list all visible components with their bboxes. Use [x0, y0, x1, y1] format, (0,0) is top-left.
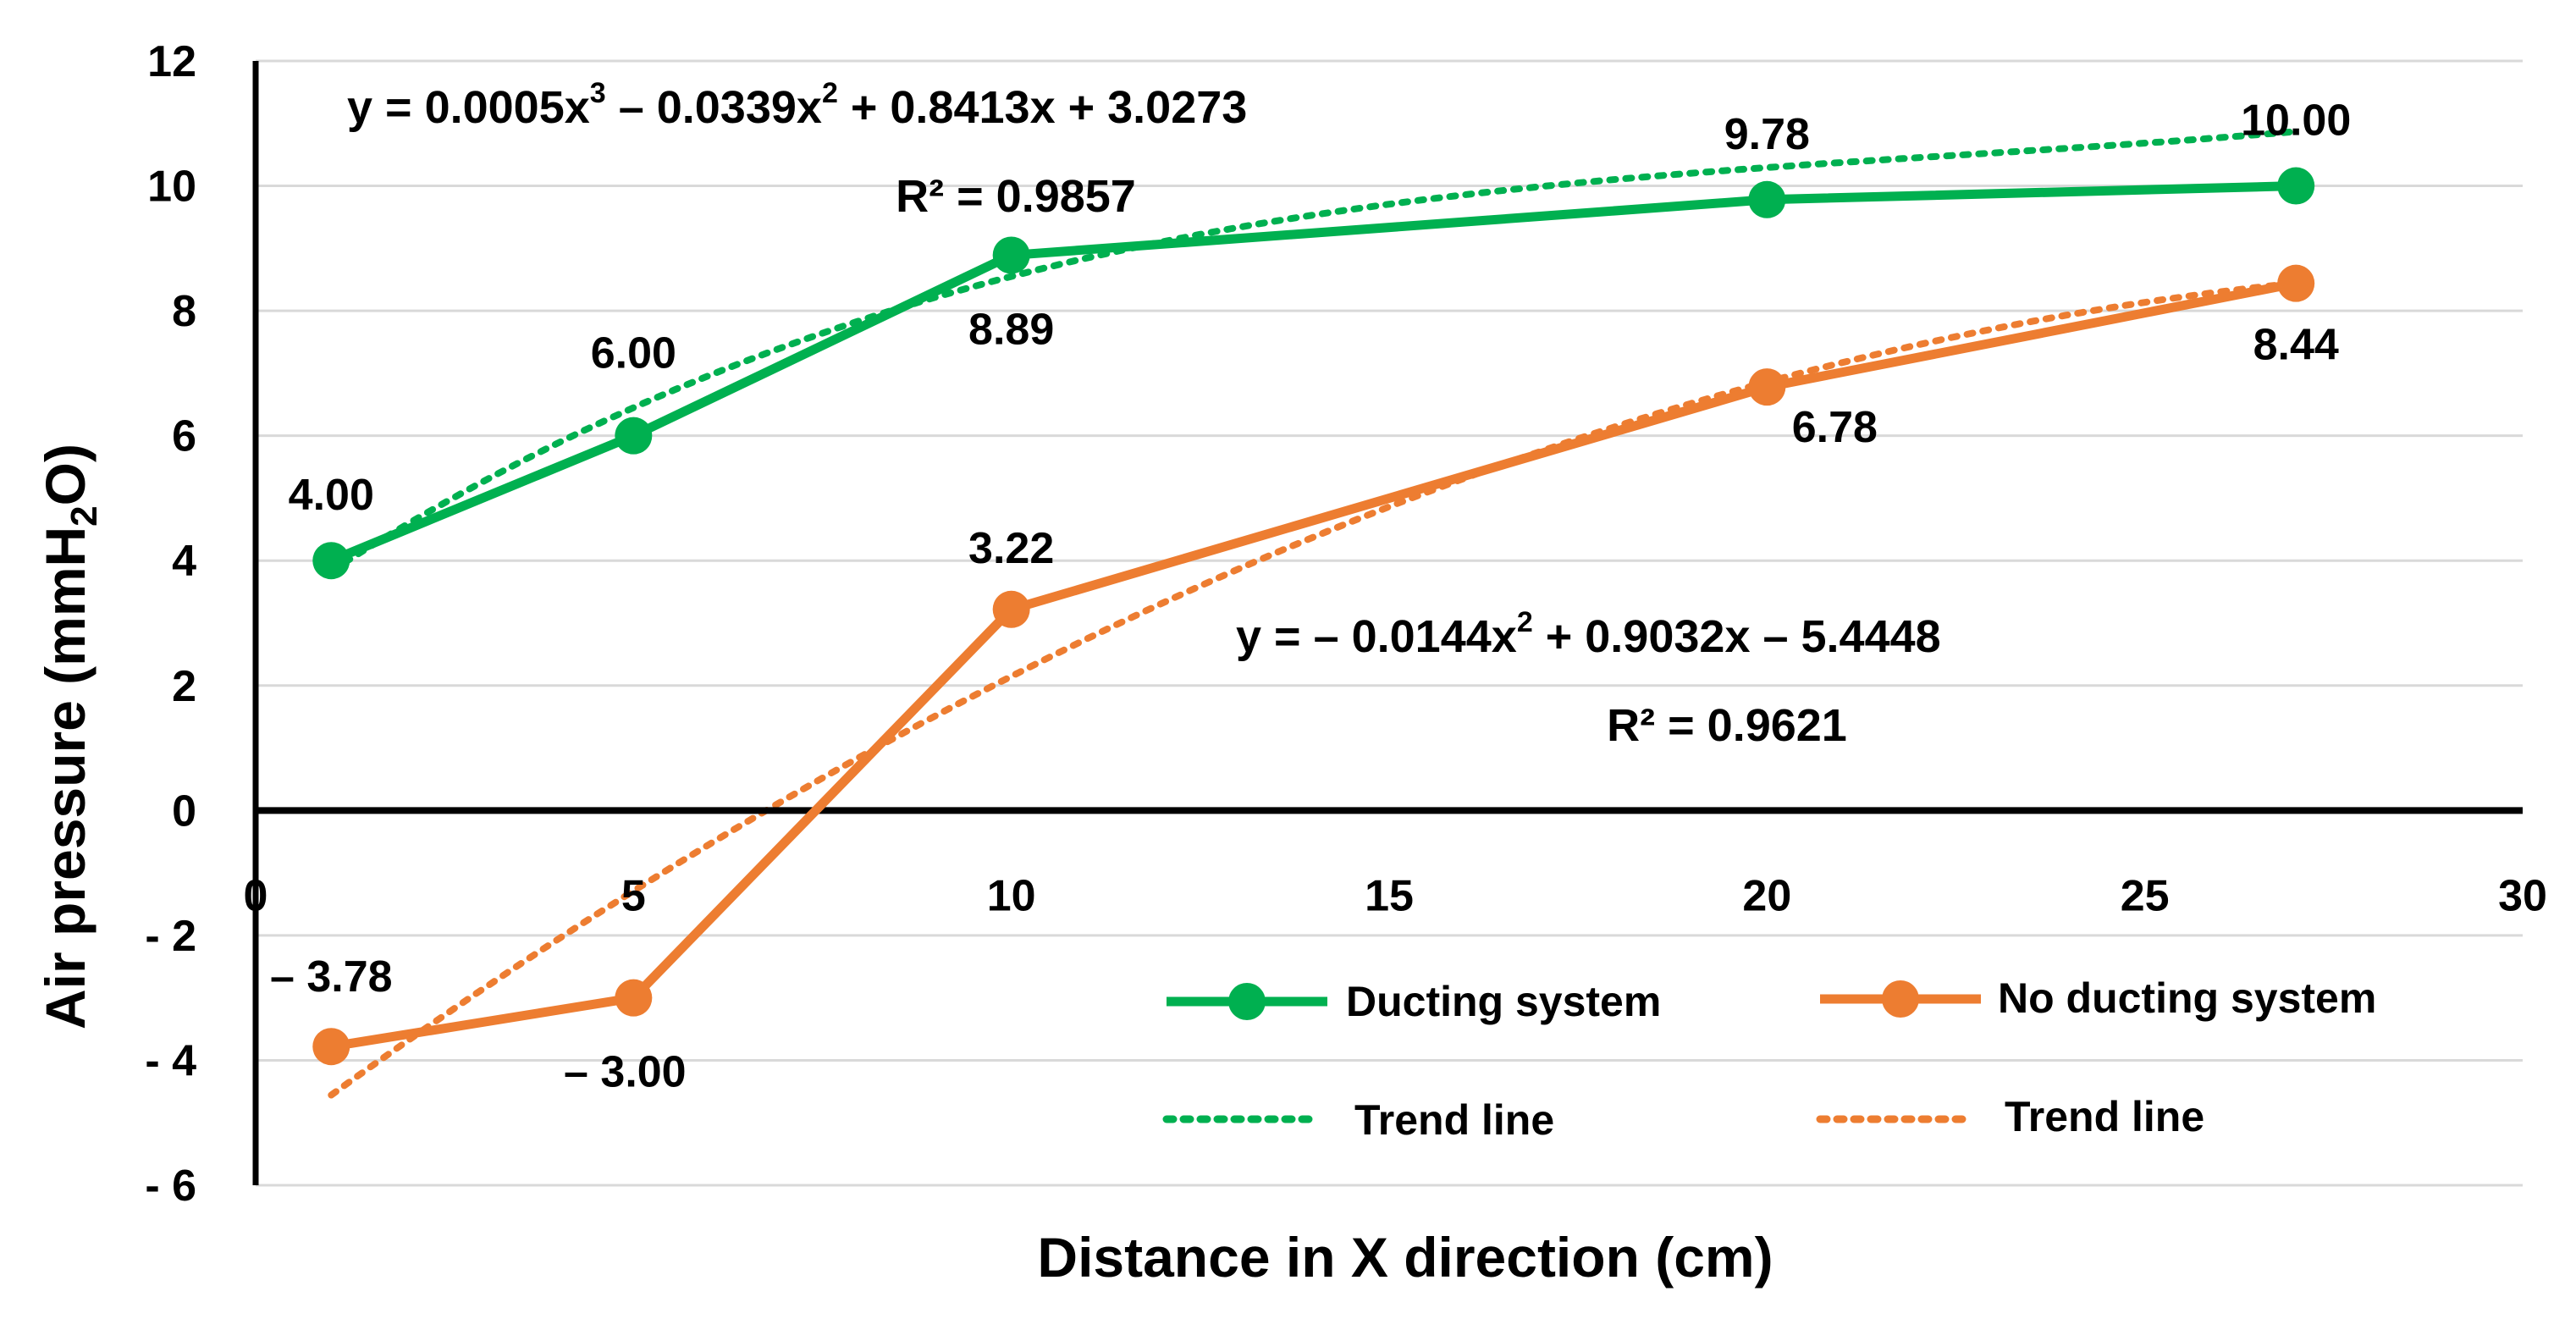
legend-label-no-ducting-system: No ducting system [1998, 974, 2376, 1022]
trend-line-1 [328, 279, 2300, 1099]
legend-item-trend-no-ducting: Trend line [1816, 1093, 2204, 1140]
data-point [1748, 368, 1786, 406]
trend-r2-ducting: R² = 0.9857 [896, 171, 1136, 222]
trend-equation-ducting: y = 0.0005x3 – 0.0339x2 + 0.8413x + 3.02… [347, 77, 1247, 133]
x-tick-label: 20 [1742, 871, 1791, 920]
data-label: – 3.78 [270, 952, 393, 1002]
data-labels: 4.00 6.00 8.89 9.78 10.00 – 3.78 – 3.00 3.22 6.7… [270, 97, 2351, 1097]
data-point [992, 590, 1030, 628]
data-series [312, 167, 2315, 1066]
series-line-1 [330, 279, 2297, 1051]
x-tick-label: 5 [621, 871, 646, 920]
y-tick-label: 0 [172, 786, 196, 836]
trend-line-0 [328, 128, 2300, 575]
y-tick-label: 2 [172, 662, 196, 711]
y-tick-label: - 4 [145, 1036, 196, 1085]
data-label: 10.00 [2241, 97, 2351, 146]
data-label: 6.00 [591, 329, 676, 378]
data-label: 4.00 [289, 471, 374, 520]
y-tick-label: - 6 [145, 1162, 196, 1211]
data-label: 6.78 [1792, 403, 1878, 452]
y-tick-label: 4 [172, 537, 196, 586]
data-point [312, 1028, 350, 1066]
legend-item-trend-ducting: Trend line [1162, 1096, 1554, 1144]
trend-equation-no-ducting: y = – 0.0144x2 + 0.9032x – 5.4448 [1236, 606, 1941, 662]
trend-lines [328, 128, 2300, 1099]
y-tick-label: 12 [147, 37, 196, 86]
data-point [312, 542, 350, 580]
legend-label-ducting-system: Ducting system [1346, 978, 1661, 1025]
data-point [615, 417, 653, 455]
x-tick-label: 25 [2121, 871, 2170, 920]
legend: Ducting system No ducting system Trend l… [1162, 974, 2376, 1144]
data-label: 9.78 [1724, 110, 1810, 159]
data-point [2277, 167, 2315, 205]
legend-label-trend-no-ducting: Trend line [2005, 1093, 2204, 1140]
legend-item-no-ducting-system: No ducting system [1820, 974, 2376, 1022]
x-tick-label: 30 [2498, 871, 2547, 920]
data-label: – 3.00 [564, 1048, 687, 1097]
data-point [992, 236, 1030, 274]
data-point [1748, 180, 1786, 218]
data-label: 3.22 [968, 524, 1054, 573]
y-tick-label: 6 [172, 412, 196, 461]
data-label: 8.44 [2253, 321, 2339, 370]
legend-label-trend-ducting: Trend line [1354, 1096, 1554, 1144]
y-axis-title: Air pressure (mmH2O) [34, 444, 105, 1029]
x-tick-label: 15 [1365, 871, 1414, 920]
trend-r2-no-ducting: R² = 0.9621 [1607, 700, 1847, 751]
x-axis-title: Distance in X direction (cm) [1037, 1226, 1773, 1289]
y-tick-label: - 2 [145, 912, 196, 961]
data-point [615, 979, 653, 1017]
x-tick-label: 0 [244, 871, 268, 920]
x-tick-label: 10 [987, 871, 1036, 920]
y-tick-label: 8 [172, 287, 196, 336]
data-label: 8.89 [968, 305, 1054, 354]
axes [252, 61, 2523, 1185]
data-point [2277, 264, 2315, 302]
y-tick-label: 10 [147, 163, 196, 212]
legend-item-ducting-system: Ducting system [1167, 978, 1661, 1025]
